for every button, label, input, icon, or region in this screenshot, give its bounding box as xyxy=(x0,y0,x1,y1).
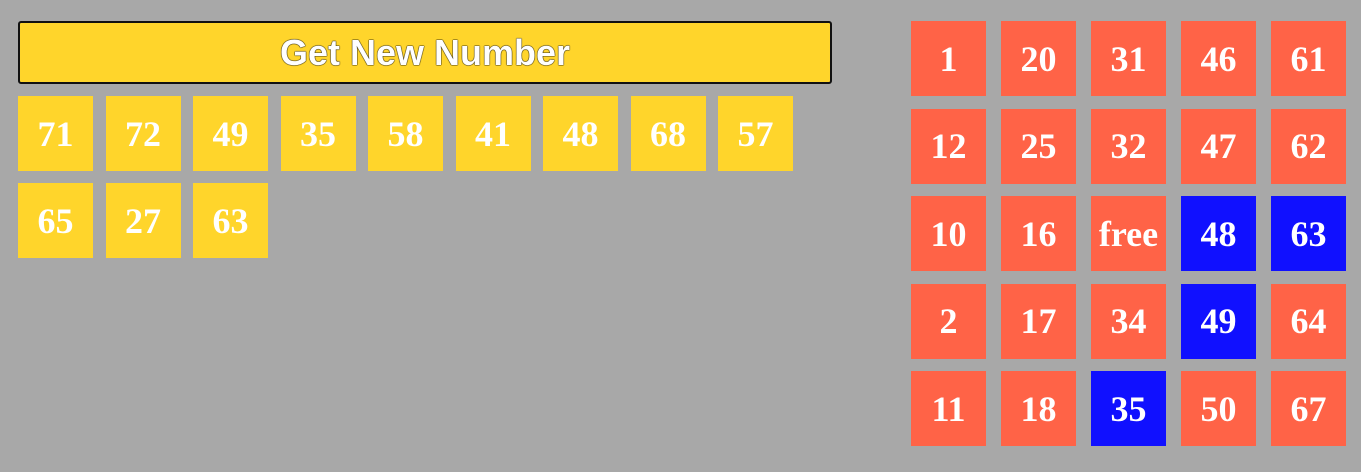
called-number-cell: 57 xyxy=(718,96,793,171)
bingo-card-cell[interactable]: 61 xyxy=(1271,21,1346,96)
called-number-cell: 35 xyxy=(280,96,356,171)
get-new-number-button[interactable]: Get New Number xyxy=(18,21,832,84)
bingo-card-cell[interactable]: 11 xyxy=(911,371,986,446)
called-number-cell: 63 xyxy=(193,183,268,258)
called-number-cell: 65 xyxy=(18,183,93,258)
called-numbers-grid: 71 72 49 35 58 41 48 68 57 65 27 63 xyxy=(18,96,832,270)
bingo-card-cell[interactable]: 10 xyxy=(911,196,986,271)
called-number-cell: 71 xyxy=(18,96,93,171)
called-number-cell: 72 xyxy=(105,96,181,171)
bingo-card-cell[interactable]: 47 xyxy=(1181,108,1256,184)
bingo-card-cell[interactable]: 67 xyxy=(1271,371,1346,446)
bingo-card-cell[interactable]: 49 xyxy=(1181,283,1256,359)
bingo-card-cell[interactable]: 31 xyxy=(1091,21,1166,96)
bingo-card-cell[interactable]: 2 xyxy=(911,283,986,359)
bingo-card: 1 20 31 46 61 12 25 32 47 62 10 16 free 48 63 2 17 34 49 64… xyxy=(911,21,1346,446)
bingo-card-cell[interactable]: 32 xyxy=(1091,108,1166,184)
bingo-card-cell[interactable]: 35 xyxy=(1091,371,1166,446)
bingo-free-cell[interactable]: free xyxy=(1091,196,1166,271)
bingo-card-cell[interactable]: 64 xyxy=(1271,283,1346,359)
bingo-card-cell[interactable]: 46 xyxy=(1181,21,1256,96)
bingo-card-cell[interactable]: 18 xyxy=(1001,371,1076,446)
caller-panel: Get New Number 71 72 49 35 58 41 48 68 57 65 27 63 xyxy=(18,21,832,270)
bingo-card-cell[interactable]: 25 xyxy=(1001,108,1076,184)
called-number-cell: 49 xyxy=(193,96,268,171)
bingo-card-cell[interactable]: 48 xyxy=(1181,196,1256,271)
bingo-card-cell[interactable]: 16 xyxy=(1001,196,1076,271)
bingo-card-cell[interactable]: 50 xyxy=(1181,371,1256,446)
bingo-card-cell[interactable]: 1 xyxy=(911,21,986,96)
bingo-card-cell[interactable]: 12 xyxy=(911,108,986,184)
called-number-cell: 58 xyxy=(368,96,443,171)
called-number-cell: 27 xyxy=(105,183,181,258)
bingo-card-cell[interactable]: 63 xyxy=(1271,196,1346,271)
bingo-card-cell[interactable]: 62 xyxy=(1271,108,1346,184)
bingo-card-cell[interactable]: 17 xyxy=(1001,283,1076,359)
bingo-card-cell[interactable]: 20 xyxy=(1001,21,1076,96)
called-number-cell: 68 xyxy=(630,96,706,171)
bingo-card-cell[interactable]: 34 xyxy=(1091,283,1166,359)
called-number-cell: 41 xyxy=(455,96,531,171)
called-number-cell: 48 xyxy=(543,96,618,171)
